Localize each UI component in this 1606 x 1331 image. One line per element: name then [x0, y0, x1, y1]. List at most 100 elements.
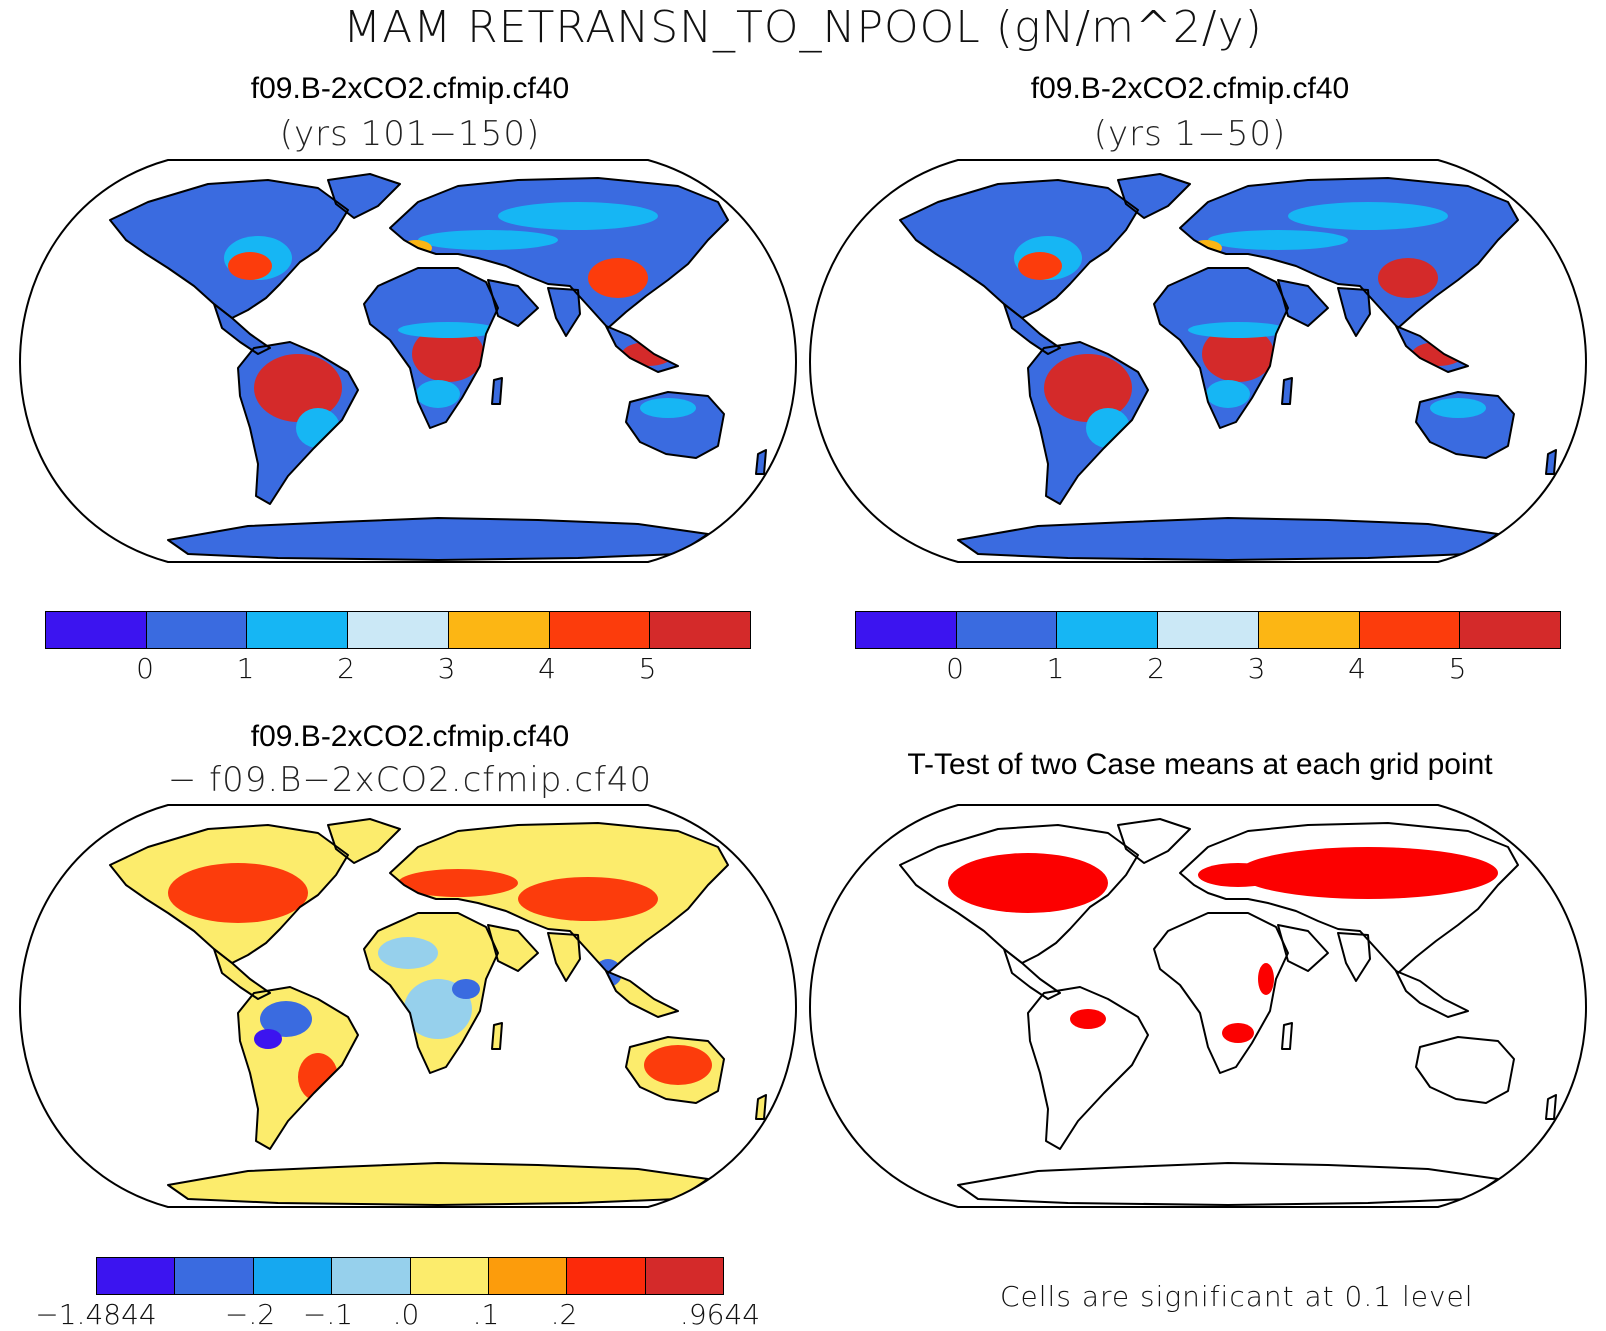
- sa-pos: [298, 1053, 338, 1101]
- amazon-neg: [260, 1001, 312, 1037]
- eu-pos: [398, 869, 518, 897]
- coastline-greenland: [327, 818, 401, 864]
- colorbar-tick-label: .0: [392, 1298, 420, 1331]
- colorbar-tick-label: 5: [1448, 652, 1467, 685]
- colorbar-swatch-1: [175, 1258, 254, 1294]
- map-top-right: [808, 159, 1588, 563]
- coastline-arabia: [487, 924, 539, 972]
- panel-title-bottom-left: f09.B-2xCO2.cfmip.cf40: [250, 720, 570, 753]
- coastline-eurasia: [389, 822, 729, 974]
- colorbar-tick-label: 3: [1247, 652, 1266, 685]
- coastline-madagascar: [1281, 377, 1293, 405]
- na-pos: [168, 863, 308, 923]
- panel-subtitle-top-left: (yrs 101−150): [279, 114, 541, 154]
- europe-mid: [418, 230, 558, 250]
- sahel-mid: [1188, 322, 1288, 338]
- coastline-samerica: [1027, 986, 1149, 1150]
- coastline-camerica: [213, 948, 271, 1000]
- coastline-africa: [1153, 267, 1289, 429]
- colorbar-tick-label: 1: [236, 652, 255, 685]
- coastline-namerica: [899, 179, 1139, 319]
- asia-pos: [518, 877, 658, 921]
- aus-mid: [640, 398, 696, 418]
- aus-pos: [644, 1045, 712, 1085]
- colorbar-tick-label: .1: [472, 1298, 500, 1331]
- land-base: [900, 174, 1556, 560]
- panel-subtitle-top-right: (yrs 1−50): [1093, 114, 1287, 154]
- coastline-seasia: [1395, 970, 1469, 1018]
- coastline-eurasia: [389, 177, 729, 329]
- sig-eafrica: [1258, 963, 1274, 995]
- sig-na: [948, 853, 1108, 913]
- colorbar-tick-label: 5: [638, 652, 657, 685]
- colorbar-tick-label: 2: [1147, 652, 1165, 685]
- coastline-seasia: [1395, 325, 1469, 373]
- amazon-strong-neg: [254, 1029, 282, 1049]
- colorbar-swatch-6: [1460, 612, 1561, 648]
- coastline-namerica: [109, 179, 349, 319]
- colorbar-tick-label: 4: [538, 652, 556, 685]
- high-zone: [1018, 252, 1062, 280]
- colorbar-swatch-1: [956, 612, 1058, 648]
- coastline-australia: [1415, 391, 1515, 459]
- aus-mid: [1430, 398, 1486, 418]
- colorbar-tick-label: 0: [136, 652, 154, 685]
- map-top-left: [18, 159, 798, 563]
- map-frame: [18, 159, 798, 563]
- map-frame: [18, 804, 798, 1208]
- colorbar-swatch-4: [448, 612, 550, 648]
- colorbar-swatch-6: [567, 1258, 646, 1294]
- map-bottom-right: [808, 804, 1588, 1208]
- coastline-greenland: [1117, 818, 1191, 864]
- map-bottom-left: [18, 804, 798, 1208]
- coastline-camerica: [213, 303, 271, 355]
- panel-title-top-right: f09.B-2xCO2.cfmip.cf40: [1030, 72, 1350, 105]
- colorbar-tick-label: .2: [550, 1298, 578, 1331]
- colorbar-tick-label: −.1: [302, 1298, 354, 1331]
- colorbar-tick-label: 3: [437, 652, 456, 685]
- coastline-madagascar: [1281, 1022, 1293, 1050]
- sahara-light: [378, 937, 438, 969]
- colorbar-top-left: [45, 611, 751, 649]
- colorbar-swatch-0: [856, 612, 957, 648]
- sig-africa: [1222, 1023, 1254, 1043]
- coastline-africa: [363, 267, 499, 429]
- coastline-camerica: [1003, 948, 1061, 1000]
- coastline-india: [1337, 287, 1371, 337]
- map-frame: [808, 804, 1588, 1208]
- coastline-eurasia: [1179, 822, 1519, 974]
- asia-mid: [498, 202, 658, 230]
- coastline-arabia: [1277, 924, 1329, 972]
- panel-title-bottom-right: T-Test of two Case means at each grid po…: [907, 748, 1493, 781]
- coastline-camerica: [1003, 303, 1061, 355]
- colorbar-swatch-7: [645, 1258, 723, 1294]
- land-fill: [110, 174, 766, 560]
- europe-mid: [1208, 230, 1348, 250]
- colorbar-swatch-0: [46, 612, 147, 648]
- colorbar-swatch-2: [253, 1258, 333, 1294]
- coastline-nz: [1545, 449, 1557, 475]
- coastline-greenland: [327, 173, 401, 219]
- sahel-mid: [398, 322, 498, 338]
- high-zone: [228, 252, 272, 280]
- colorbar-swatch-0: [97, 1258, 176, 1294]
- colorbar-swatch-4: [1258, 612, 1360, 648]
- mid-zone: [416, 380, 460, 408]
- colorbar-tick-label: −.2: [224, 1298, 276, 1331]
- colorbar-swatch-6: [650, 612, 751, 648]
- coastline-samerica: [237, 986, 359, 1150]
- coastline-namerica: [899, 824, 1139, 964]
- mid-zone: [1206, 380, 1250, 408]
- coastline-madagascar: [491, 377, 503, 405]
- land-fill: [110, 819, 766, 1205]
- panel-title-top-left: f09.B-2xCO2.cfmip.cf40: [250, 72, 570, 105]
- coastline-australia: [625, 391, 725, 459]
- colorbar-swatch-5: [549, 612, 651, 648]
- coastline-nz: [755, 1094, 767, 1120]
- colorbar-swatch-2: [1057, 612, 1159, 648]
- land-fill: [900, 819, 1556, 1205]
- amazon-max: [254, 354, 342, 422]
- colorbar-tick-label: −1.4844: [35, 1298, 157, 1331]
- coastline-nz: [755, 449, 767, 475]
- colorbar-swatch-5: [1359, 612, 1461, 648]
